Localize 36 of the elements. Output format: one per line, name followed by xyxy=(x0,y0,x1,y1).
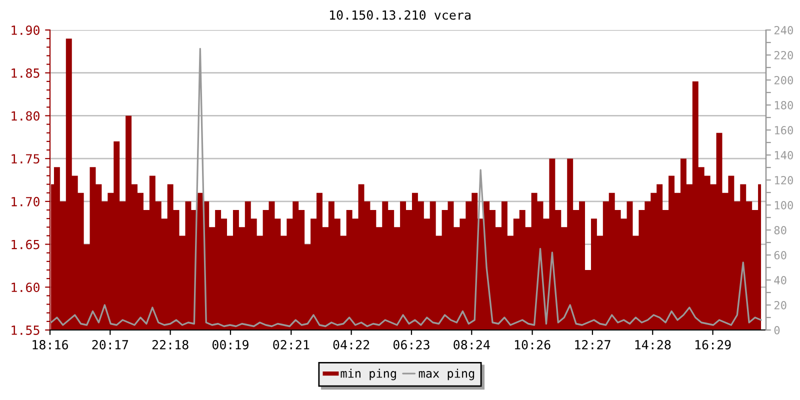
y2-tick-label: 200 xyxy=(774,76,793,84)
y2-tick-label: 160 xyxy=(774,126,793,134)
y-tick-label: 1.75 xyxy=(12,154,40,164)
x-tick-label: 00:19 xyxy=(212,340,248,350)
y-tick-label: 1.60 xyxy=(12,282,40,292)
y2-tick-label: 0 xyxy=(774,326,780,334)
y-tick-label: 1.70 xyxy=(12,196,40,206)
y-tick-label: 1.65 xyxy=(12,240,40,250)
x-tick-label: 18:16 xyxy=(32,340,68,350)
y2-tick-label: 80 xyxy=(774,226,786,234)
x-tick-label: 10:26 xyxy=(514,340,550,350)
x-tick-label: 04:22 xyxy=(333,340,370,350)
x-tick-label: 12:27 xyxy=(575,340,610,350)
x-tick-label: 14:28 xyxy=(635,340,671,350)
y2-tick-label: 40 xyxy=(774,276,786,284)
y2-tick-label: 220 xyxy=(774,51,793,60)
legend-label: min ping xyxy=(340,368,396,380)
y-tick-label: 1.55 xyxy=(12,326,40,335)
y2-tick-label: 20 xyxy=(774,301,786,310)
x-tick-label: 16:29 xyxy=(695,340,731,350)
chart-title: 10.150.13.210 vcera xyxy=(330,10,470,20)
y-tick-label: 1.90 xyxy=(12,26,40,35)
x-tick-label: 20:17 xyxy=(92,340,128,350)
y-tick-label: 1.80 xyxy=(12,111,40,121)
y-tick-label: 1.85 xyxy=(12,68,40,78)
x-tick-label: 08:24 xyxy=(454,340,490,350)
x-tick-label: 02:21 xyxy=(273,340,310,350)
y2-tick-label: 140 xyxy=(774,151,793,160)
x-tick-label: 06:23 xyxy=(393,340,430,350)
y2-tick-label: 100 xyxy=(774,201,793,210)
x-tick-label: 22:18 xyxy=(152,340,188,350)
y2-tick-label: 240 xyxy=(774,26,793,34)
y2-tick-label: 60 xyxy=(774,251,786,260)
y2-tick-label: 180 xyxy=(774,101,793,110)
y2-tick-label: 120 xyxy=(774,176,793,184)
legend-label: max ping xyxy=(418,368,474,380)
